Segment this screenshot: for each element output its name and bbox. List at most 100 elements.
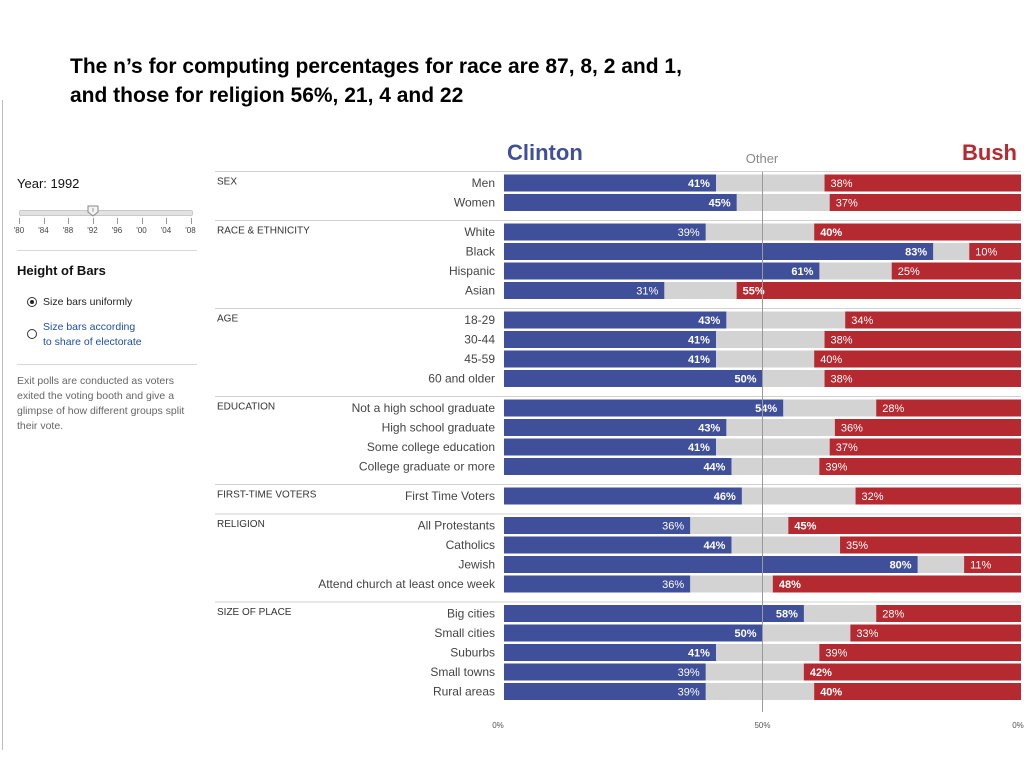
- bush-bar: [969, 243, 1021, 260]
- clinton-bar: [504, 556, 918, 573]
- row-label: 45-59: [464, 352, 495, 366]
- clinton-bar: [504, 438, 716, 456]
- radio-unchecked-icon[interactable]: [27, 329, 37, 339]
- bush-value: 11%: [970, 560, 991, 572]
- clinton-value: 36%: [662, 521, 684, 533]
- bush-value: 38%: [831, 178, 853, 190]
- year-tick-label[interactable]: '00: [136, 226, 147, 235]
- row-label: Not a high school graduate: [352, 401, 496, 415]
- clinton-value: 41%: [688, 354, 710, 366]
- section-title: AGE: [217, 314, 238, 325]
- section-title: RACE & ETHNICITY: [217, 226, 310, 237]
- bush-bar: [814, 350, 1021, 368]
- clinton-bar: [504, 311, 727, 329]
- row-label: Some college education: [367, 440, 495, 454]
- clinton-value: 45%: [709, 198, 731, 210]
- year-tick-mark: [117, 218, 118, 224]
- clinton-bar: [504, 487, 742, 505]
- bush-bar: [736, 282, 1021, 299]
- year-tick-mark: [141, 218, 143, 224]
- bush-value: 25%: [898, 266, 920, 278]
- row-label: Asian: [465, 284, 495, 298]
- year-tick-mark: [166, 218, 167, 224]
- year-slider-thumb[interactable]: [87, 205, 99, 217]
- clinton-value: 80%: [890, 560, 912, 572]
- row-label: Catholics: [446, 538, 495, 552]
- left-divider: [2, 100, 3, 750]
- year-tick-mark: [190, 218, 192, 224]
- clinton-bar: [504, 419, 727, 436]
- bush-header: Bush: [962, 140, 1017, 165]
- row-label: College graduate or more: [359, 460, 495, 474]
- bush-bar: [876, 399, 1021, 417]
- row-label: Hispanic: [449, 264, 495, 278]
- clinton-bar: [504, 223, 706, 241]
- radio-size-uniform-label[interactable]: Size bars uniformly: [43, 296, 133, 308]
- clinton-bar: [504, 331, 716, 348]
- clinton-value: 41%: [688, 442, 710, 454]
- section-title: SEX: [217, 177, 237, 188]
- year-tick-label[interactable]: '84: [38, 226, 49, 235]
- clinton-value: 41%: [688, 648, 710, 660]
- clinton-bar: [504, 683, 706, 700]
- bush-bar: [803, 663, 1021, 681]
- bush-value: 32%: [862, 491, 884, 503]
- sidebar-divider: [17, 250, 197, 251]
- bush-value: 55%: [743, 286, 765, 298]
- other-header: Other: [746, 151, 779, 166]
- radio-size-share-label[interactable]: Size bars according to share of electora…: [43, 321, 142, 348]
- year-tick-label[interactable]: '04: [160, 226, 172, 235]
- bush-value: 28%: [882, 609, 904, 621]
- clinton-value: 43%: [698, 315, 720, 327]
- bush-value: 40%: [820, 687, 842, 699]
- clinton-bar: [504, 605, 804, 622]
- radio-checked-icon[interactable]: [27, 297, 37, 307]
- bush-value: 33%: [856, 628, 878, 640]
- clinton-bar: [504, 517, 691, 534]
- row-label: All Protestants: [418, 519, 495, 533]
- bush-bar: [845, 311, 1021, 329]
- year-slider-track[interactable]: [19, 210, 193, 216]
- x-tick-label: 0%: [492, 721, 504, 730]
- x-tick-label: 50%: [754, 721, 770, 730]
- clinton-bar: [504, 399, 784, 417]
- clinton-value: 61%: [791, 266, 813, 278]
- clinton-value: 83%: [905, 247, 927, 259]
- bush-bar: [829, 438, 1021, 456]
- exit-poll-note: Exit polls are conducted as voters exite…: [17, 375, 185, 432]
- year-tick-mark: [43, 218, 45, 224]
- bush-bar: [855, 487, 1021, 505]
- bush-bar: [840, 536, 1021, 554]
- year-tick-mark: [68, 218, 69, 224]
- bush-value: 28%: [882, 403, 904, 415]
- bush-value: 40%: [820, 354, 842, 366]
- bush-value: 35%: [846, 540, 868, 552]
- bush-value: 37%: [836, 442, 858, 454]
- year-tick-label[interactable]: '88: [62, 226, 74, 235]
- clinton-value: 50%: [734, 628, 756, 640]
- year-tick-label[interactable]: '92: [87, 226, 98, 235]
- row-label: Small towns: [430, 665, 495, 679]
- row-label: Big cities: [447, 607, 495, 621]
- bush-bar: [824, 331, 1021, 348]
- bush-value: 34%: [851, 315, 873, 327]
- clinton-value: 39%: [678, 227, 700, 239]
- year-slider-labels: '80 '84 '88 '92 '96 '00 '04 '08: [14, 226, 197, 238]
- bush-bar: [824, 370, 1021, 387]
- section-title: EDUCATION: [217, 402, 275, 413]
- row-label: First Time Voters: [405, 489, 495, 503]
- clinton-bar: [504, 663, 706, 681]
- clinton-bar: [504, 644, 716, 661]
- year-tick-label[interactable]: '96: [111, 226, 123, 235]
- year-tick-label[interactable]: '80: [13, 226, 25, 235]
- clinton-value: 50%: [734, 374, 756, 386]
- row-label: 30-44: [464, 333, 495, 347]
- clinton-value: 44%: [703, 462, 725, 474]
- clinton-value: 44%: [703, 540, 725, 552]
- bush-bar: [814, 223, 1021, 241]
- clinton-bar: [504, 282, 665, 299]
- clinton-value: 31%: [636, 286, 658, 298]
- bush-value: 39%: [825, 648, 847, 660]
- bush-bar: [824, 174, 1021, 192]
- year-tick-label[interactable]: '08: [185, 226, 196, 235]
